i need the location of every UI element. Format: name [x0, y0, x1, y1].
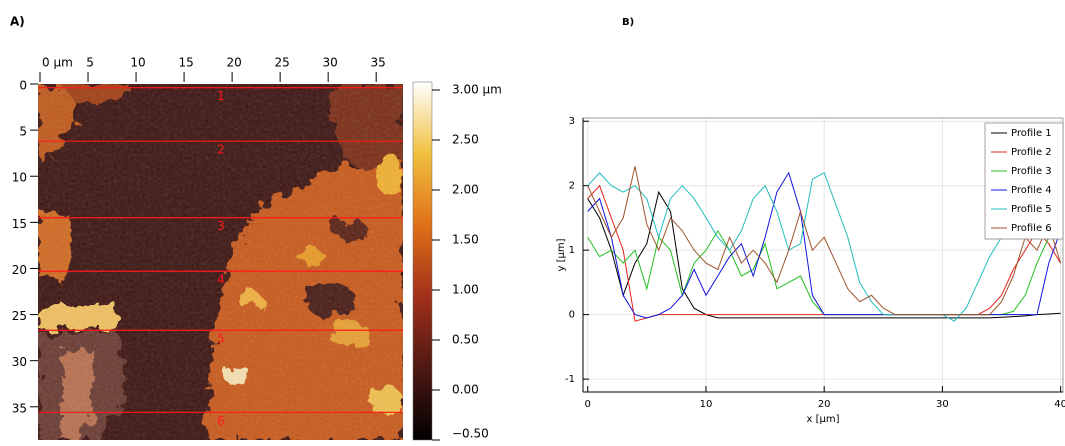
- legend-label: Profile 3: [1011, 166, 1052, 177]
- profile-label: 2: [217, 143, 225, 157]
- y-tick-label: 3: [569, 116, 575, 127]
- y-axis-label: y [µm]: [556, 238, 567, 271]
- colorbar-tick-label: 2.50: [452, 133, 479, 147]
- y-tick-label: 30: [12, 355, 27, 369]
- colorbar-tick-label: 2.00: [452, 183, 479, 197]
- profile-label: 6: [217, 414, 225, 428]
- colorbar-tick-label: 1.00: [452, 283, 479, 297]
- x-tick-label: 30: [936, 399, 949, 410]
- x-tick-label: 10: [130, 56, 145, 70]
- x-tick-label: 30: [323, 56, 338, 70]
- panel-label: A): [10, 15, 25, 29]
- x-tick-label: 35: [371, 56, 386, 70]
- colorbar-tick-label: 3.00 µm: [452, 83, 502, 97]
- legend-box: [984, 122, 1064, 240]
- y-tick-label: 20: [12, 263, 27, 277]
- x-tick-label: 15: [178, 56, 193, 70]
- colorbar-tick-label: −0.50: [452, 427, 489, 441]
- profile-label: 5: [217, 332, 225, 346]
- panel-b: B) 0 10 20 30 40 -1 0 1 2 3 x [µm] y [µm] Profile 1 Pr…: [556, 17, 1065, 425]
- profile-label: 3: [217, 219, 225, 233]
- profile-label: 4: [217, 273, 225, 287]
- profile-curve: [587, 190, 1061, 319]
- x-tick-label: 20: [818, 399, 831, 410]
- colorbar: [412, 81, 433, 441]
- y-tick-label: 25: [12, 309, 27, 323]
- y-tick-label: 10: [12, 171, 27, 185]
- plot-area: [583, 118, 1063, 392]
- height-image: [38, 84, 403, 440]
- profile-curve: [587, 172, 1061, 322]
- y-tick-label: 1: [569, 245, 575, 256]
- x-tick-label: 0: [585, 399, 591, 410]
- colorbar-tick-label: 0.00: [452, 383, 479, 397]
- profile-curve: [587, 166, 1062, 316]
- y-tick-label: -1: [565, 374, 575, 385]
- y-tick-label: 35: [12, 401, 27, 415]
- y-tick-label: 2: [569, 181, 575, 192]
- x-tick-label: 10: [700, 399, 713, 410]
- y-tick-label: 5: [19, 125, 27, 139]
- legend-label: Profile 4: [1011, 185, 1052, 196]
- x-axis-label: x [µm]: [806, 414, 839, 425]
- x-tick-label: 40: [1054, 399, 1065, 410]
- x-tick-label: 25: [274, 56, 289, 70]
- x-tick-label: 0 µm: [42, 56, 73, 70]
- y-tick-label: 0: [569, 310, 575, 321]
- panel-label: B): [622, 17, 634, 28]
- x-tick-label: 5: [86, 56, 94, 70]
- colorbar-tick-label: 0.50: [452, 333, 479, 347]
- legend-label: Profile 1: [1011, 128, 1052, 139]
- colorbar-tick-label: 1.50: [452, 233, 479, 247]
- y-tick-label: 0: [19, 79, 27, 93]
- profile-label: 1: [217, 89, 225, 103]
- legend-label: Profile 5: [1011, 204, 1052, 215]
- legend-label: Profile 6: [1011, 223, 1052, 234]
- legend-label: Profile 2: [1011, 147, 1052, 158]
- y-tick-label: 15: [12, 217, 27, 231]
- x-tick-label: 20: [226, 56, 241, 70]
